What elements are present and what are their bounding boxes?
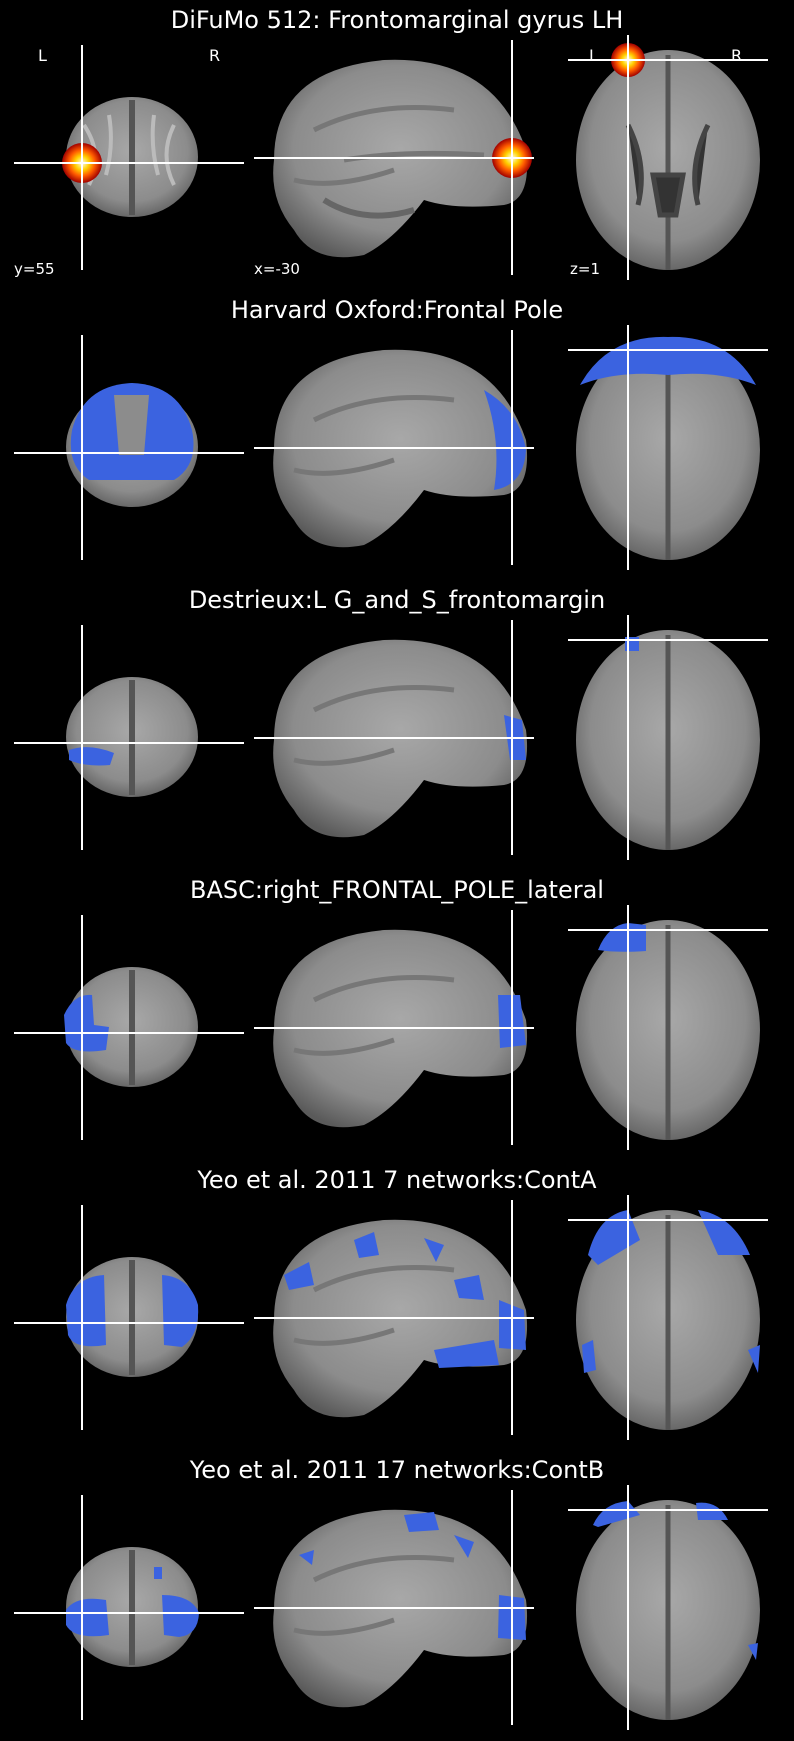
coronal-coord: y=55	[14, 260, 55, 278]
panel-title: Yeo et al. 2011 7 networks:ContA	[197, 1166, 597, 1194]
sagittal-view	[254, 620, 534, 855]
axial-view	[568, 325, 768, 570]
axial-view	[568, 1195, 768, 1440]
panel-harvard-oxford: Harvard Oxford:Frontal Pole	[0, 290, 794, 580]
panel-title: DiFuMo 512: Frontomarginal gyrus LH	[170, 6, 624, 34]
sagittal-coord: x=-30	[254, 260, 300, 278]
coronal-view	[14, 335, 244, 560]
sagittal-view	[254, 1490, 534, 1725]
axial-view	[568, 1485, 768, 1730]
panel-title: Harvard Oxford:Frontal Pole	[230, 296, 564, 324]
coronal-view	[14, 45, 244, 270]
axial-view	[568, 615, 768, 860]
axial-right-label: R	[731, 46, 743, 65]
panel-basc: BASC:right_FRONTAL_POLE_lateral	[0, 870, 794, 1160]
panel-destrieux: Destrieux:L G_and_S_frontomargin	[0, 580, 794, 870]
panel-title: Yeo et al. 2011 17 networks:ContB	[189, 1456, 605, 1484]
coronal-view	[14, 1205, 244, 1430]
sagittal-view	[254, 1200, 534, 1435]
sagittal-view	[254, 910, 534, 1145]
axial-view	[568, 35, 768, 280]
panel-title: Destrieux:L G_and_S_frontomargin	[188, 586, 606, 614]
coronal-view	[14, 1495, 244, 1720]
panel-yeo7: Yeo et al. 2011 7 networks:ContA	[0, 1160, 794, 1450]
panel-yeo17: Yeo et al. 2011 17 networks:ContB	[0, 1450, 794, 1740]
left-label: L	[38, 46, 47, 65]
sagittal-view	[254, 40, 534, 275]
axial-left-label: L	[589, 46, 598, 65]
coronal-view	[14, 625, 244, 850]
coronal-view	[14, 915, 244, 1140]
panel-title: BASC:right_FRONTAL_POLE_lateral	[190, 876, 604, 904]
sagittal-view	[254, 330, 534, 565]
panel-difumo: DiFuMo 512: Frontomarginal gyrus LH L R …	[0, 0, 794, 290]
right-label: R	[209, 46, 221, 65]
axial-coord: z=1	[570, 260, 600, 278]
axial-view	[568, 905, 768, 1150]
